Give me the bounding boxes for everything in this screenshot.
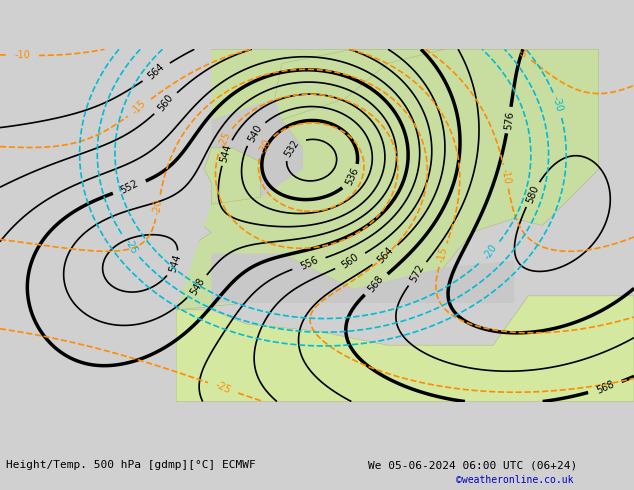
Text: 564: 564	[146, 62, 166, 82]
Text: -25: -25	[217, 130, 233, 149]
Text: -20: -20	[152, 198, 164, 215]
Polygon shape	[70, 49, 598, 310]
Text: 548: 548	[188, 276, 207, 297]
Polygon shape	[0, 49, 211, 401]
Text: -15: -15	[436, 246, 450, 264]
Polygon shape	[275, 49, 444, 155]
Polygon shape	[176, 296, 634, 401]
Text: 576: 576	[503, 110, 515, 130]
Text: 544: 544	[219, 143, 233, 163]
Text: 560: 560	[156, 93, 175, 114]
Text: -10: -10	[15, 50, 30, 61]
Text: 536: 536	[344, 166, 361, 187]
Text: -10: -10	[500, 168, 512, 185]
Text: -25: -25	[122, 237, 139, 256]
Text: 560: 560	[340, 252, 361, 270]
Text: 572: 572	[408, 263, 426, 284]
Text: 532: 532	[283, 138, 301, 159]
Text: -20: -20	[482, 243, 499, 261]
Text: 568: 568	[366, 274, 385, 294]
Text: -5: -5	[515, 47, 529, 60]
Text: -25: -25	[214, 380, 233, 396]
Polygon shape	[211, 98, 303, 197]
Text: 564: 564	[375, 245, 396, 265]
Text: 540: 540	[246, 123, 264, 144]
Polygon shape	[204, 148, 261, 204]
Text: 544: 544	[167, 253, 183, 274]
Text: 580: 580	[524, 184, 540, 205]
Text: Height/Temp. 500 hPa [gdmp][°C] ECMWF: Height/Temp. 500 hPa [gdmp][°C] ECMWF	[6, 461, 256, 470]
Text: 556: 556	[299, 255, 320, 272]
Text: We 05-06-2024 06:00 UTC (06+24): We 05-06-2024 06:00 UTC (06+24)	[368, 461, 577, 470]
Polygon shape	[211, 254, 514, 303]
Text: -30: -30	[551, 95, 564, 113]
Text: 568: 568	[595, 379, 616, 396]
Text: 552: 552	[119, 179, 140, 196]
Text: -15: -15	[130, 98, 148, 117]
Text: ©weatheronline.co.uk: ©weatheronline.co.uk	[456, 475, 574, 485]
Text: -30: -30	[257, 137, 273, 156]
